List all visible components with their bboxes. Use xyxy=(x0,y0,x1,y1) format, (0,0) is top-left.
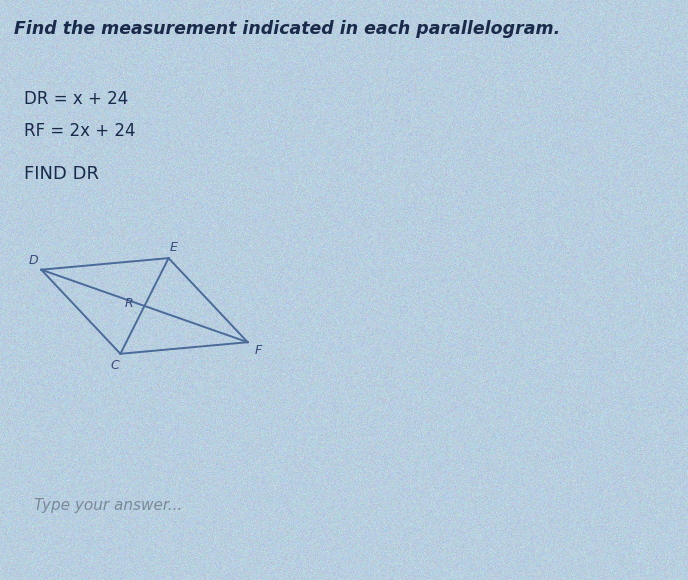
Text: FIND DR: FIND DR xyxy=(24,165,99,183)
Text: R: R xyxy=(125,296,133,310)
Text: C: C xyxy=(111,359,119,372)
Text: RF = 2x + 24: RF = 2x + 24 xyxy=(24,122,136,140)
Text: Find the measurement indicated in each parallelogram.: Find the measurement indicated in each p… xyxy=(14,20,560,38)
Text: DR = x + 24: DR = x + 24 xyxy=(24,90,129,108)
Text: D: D xyxy=(28,255,38,267)
Text: F: F xyxy=(255,345,261,357)
Text: E: E xyxy=(170,241,178,254)
Text: Type your answer...: Type your answer... xyxy=(34,498,183,513)
